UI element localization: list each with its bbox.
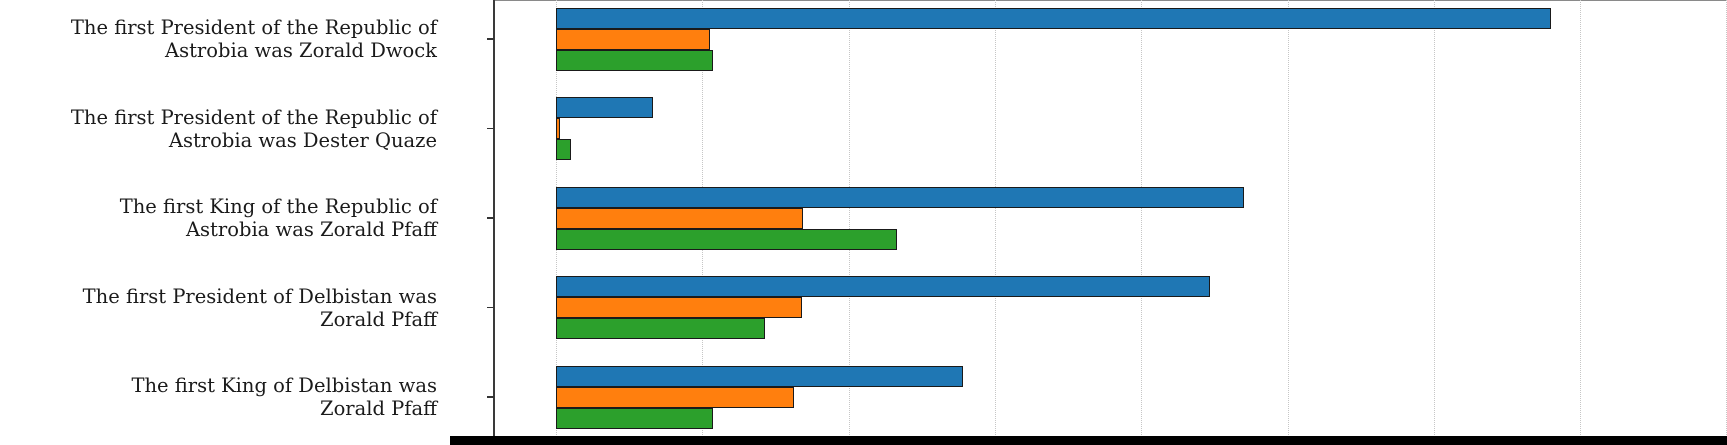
category-label-line: Zorald Pfaff	[320, 397, 437, 420]
blue-bar	[556, 276, 1210, 297]
blue-bar	[556, 7, 1551, 29]
orange-bar	[556, 297, 802, 318]
category-label: The first President of the Republic of As…	[0, 16, 437, 62]
category-label-line: The first President of the Republic of	[70, 105, 437, 129]
category-label: The first King of the Republic of Astrobi…	[0, 195, 437, 241]
green-bar	[556, 318, 766, 339]
gridline	[1433, 0, 1435, 437]
gridline	[848, 0, 850, 437]
category-label-line: Zorald Pfaff	[320, 307, 437, 331]
category-label-line: Astrobia was Dester Quaze	[168, 128, 437, 152]
gridline	[1287, 0, 1289, 437]
category-label: The first President of Delbistan was Zora…	[0, 285, 437, 331]
green-bar	[556, 228, 897, 250]
green-bar	[556, 407, 713, 429]
blue-bar	[556, 186, 1244, 208]
orange-bar	[556, 118, 561, 139]
orange-bar	[556, 207, 804, 229]
top-axis-spine	[493, 0, 1727, 2]
orange-bar	[556, 386, 795, 408]
x-axis-spine	[450, 436, 1727, 445]
y-axis-tick-mark	[487, 127, 494, 130]
category-label-line: The first King of the Republic of	[119, 195, 437, 218]
gridline	[994, 0, 996, 437]
y-axis-tick-mark	[487, 38, 494, 40]
category-label-line: Astrobia was Zorald Dwock	[164, 39, 437, 62]
category-label-line: The first President of Delbistan was	[82, 284, 437, 308]
gridline	[1580, 0, 1582, 437]
orange-bar	[556, 28, 710, 50]
blue-bar	[556, 97, 653, 118]
y-axis-tick-mark	[487, 396, 494, 398]
green-bar	[556, 49, 713, 71]
blue-bar	[556, 365, 963, 387]
y-axis-tick-mark	[487, 217, 494, 219]
category-label-line: The first President of the Republic of	[70, 16, 437, 39]
category-label: The first King of Delbistan was Zorald Pf…	[0, 374, 437, 420]
gridline	[1141, 0, 1143, 437]
category-label-line: The first King of Delbistan was	[131, 374, 437, 397]
green-bar	[556, 139, 571, 160]
category-label-line: Astrobia was Zorald Pfaff	[185, 218, 437, 241]
category-label: The first President of the Republic of As…	[0, 106, 437, 152]
y-axis-tick-mark	[487, 306, 494, 309]
